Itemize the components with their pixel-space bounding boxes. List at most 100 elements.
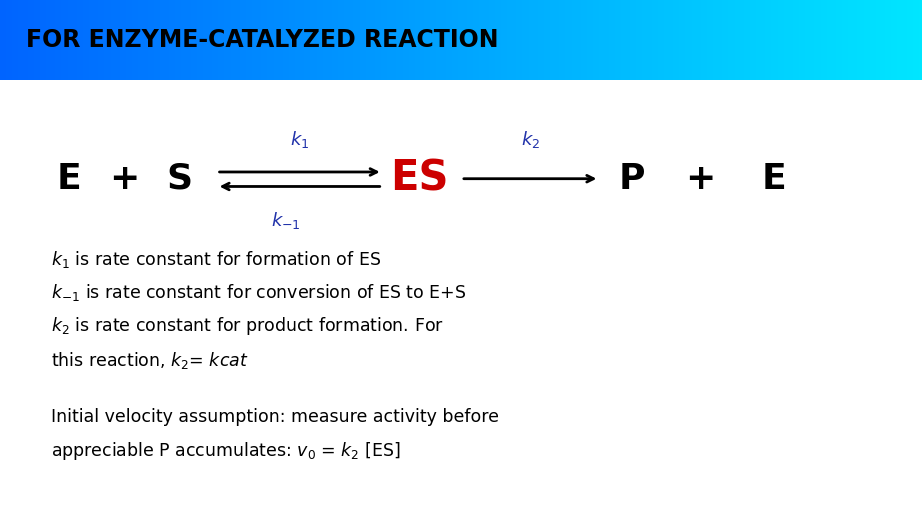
Bar [879, 0, 882, 80]
Bar [166, 0, 169, 80]
Bar [427, 0, 431, 80]
Bar [362, 0, 366, 80]
Bar [636, 0, 639, 80]
Text: FOR ENZYME-CATALYZED REACTION: FOR ENZYME-CATALYZED REACTION [26, 28, 498, 52]
Bar [295, 0, 298, 80]
Bar [680, 0, 682, 80]
Bar [550, 0, 553, 80]
Bar [196, 0, 200, 80]
Bar [163, 0, 166, 80]
Bar [187, 0, 191, 80]
Bar [602, 0, 606, 80]
Bar [219, 0, 221, 80]
Bar [860, 0, 864, 80]
Text: $k_{-1}$: $k_{-1}$ [271, 210, 301, 231]
Bar [455, 0, 458, 80]
Bar [716, 0, 719, 80]
Bar [645, 0, 648, 80]
Bar [95, 0, 99, 80]
Bar [34, 0, 37, 80]
Bar [544, 0, 547, 80]
Bar [37, 0, 40, 80]
Bar [694, 0, 698, 80]
Bar [53, 0, 55, 80]
Bar [341, 0, 344, 80]
Bar [630, 0, 633, 80]
Bar [906, 0, 910, 80]
Bar [182, 0, 184, 80]
Bar [191, 0, 194, 80]
Bar [399, 0, 403, 80]
Bar [443, 0, 445, 80]
Bar [538, 0, 541, 80]
Bar [523, 0, 526, 80]
Bar [615, 0, 618, 80]
Bar [655, 0, 657, 80]
Bar [772, 0, 774, 80]
Bar [445, 0, 449, 80]
Bar [289, 0, 292, 80]
Bar [249, 0, 252, 80]
Bar [809, 0, 811, 80]
Bar [246, 0, 249, 80]
Bar [350, 0, 353, 80]
Bar [433, 0, 436, 80]
Bar [873, 0, 876, 80]
Bar [126, 0, 129, 80]
Bar [667, 0, 670, 80]
Bar [750, 0, 753, 80]
Bar [242, 0, 246, 80]
Bar [286, 0, 289, 80]
Text: Initial velocity assumption: measure activity before: Initial velocity assumption: measure act… [51, 408, 499, 426]
Bar [486, 0, 489, 80]
Bar [440, 0, 443, 80]
Bar [120, 0, 123, 80]
Bar [148, 0, 150, 80]
Bar [590, 0, 593, 80]
Bar [781, 0, 784, 80]
Bar [565, 0, 569, 80]
Bar [335, 0, 338, 80]
Bar [701, 0, 703, 80]
Text: $k_1$: $k_1$ [290, 130, 309, 150]
Bar [415, 0, 418, 80]
Bar [784, 0, 786, 80]
Bar [842, 0, 845, 80]
Bar [89, 0, 92, 80]
Bar [12, 0, 16, 80]
Bar [304, 0, 307, 80]
Bar [560, 0, 562, 80]
Bar [501, 0, 504, 80]
Bar [418, 0, 421, 80]
Bar [504, 0, 507, 80]
Bar [436, 0, 440, 80]
Bar [664, 0, 667, 80]
Bar [138, 0, 141, 80]
Bar [237, 0, 240, 80]
Text: P: P [619, 162, 644, 196]
Bar [175, 0, 178, 80]
Bar [403, 0, 406, 80]
Bar [904, 0, 906, 80]
Bar [553, 0, 556, 80]
Bar [452, 0, 455, 80]
Bar [876, 0, 879, 80]
Bar [366, 0, 369, 80]
Bar [657, 0, 661, 80]
Bar [765, 0, 768, 80]
Bar [132, 0, 136, 80]
Bar [584, 0, 587, 80]
Bar [735, 0, 738, 80]
Bar [738, 0, 740, 80]
Bar [768, 0, 772, 80]
Bar [71, 0, 74, 80]
Bar [83, 0, 86, 80]
Bar [412, 0, 415, 80]
Bar [99, 0, 101, 80]
Bar [378, 0, 381, 80]
Bar [279, 0, 283, 80]
Bar [390, 0, 394, 80]
Bar [178, 0, 182, 80]
Bar [261, 0, 265, 80]
Bar [578, 0, 581, 80]
